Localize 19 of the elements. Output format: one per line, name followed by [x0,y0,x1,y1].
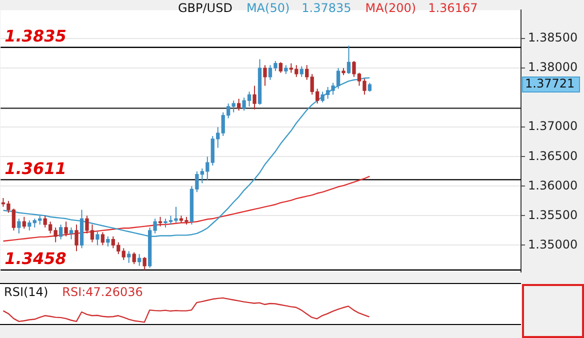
text: MA(200) [365,1,416,16]
text: MA(50) [246,1,290,16]
y-tick-label: 1.36500 [528,148,578,163]
ref-line-label: 1.3458 [4,249,66,268]
ref-line-label: 1.3835 [4,26,66,46]
y-tick-label: 1.37000 [528,119,578,134]
y-tick-label: 1.35500 [528,208,578,222]
text: 1.37721 [525,76,575,91]
annotation: RSI:47.26036 [62,285,143,300]
y-tick-label: 1.38000 [528,60,578,74]
ref-line-label: 1.3611 [4,158,66,178]
candlestick [284,64,288,74]
chart-title: RSI(14) [4,285,48,300]
y-tick-label: 1.35000 [528,237,578,252]
chart-title: GBP/USD [178,1,232,16]
y-tick-label: 1.38500 [528,30,578,45]
annotation: 1.37835 [302,1,352,16]
y-tick-label: 1.36000 [528,178,578,192]
text: 1.36167 [428,1,478,16]
